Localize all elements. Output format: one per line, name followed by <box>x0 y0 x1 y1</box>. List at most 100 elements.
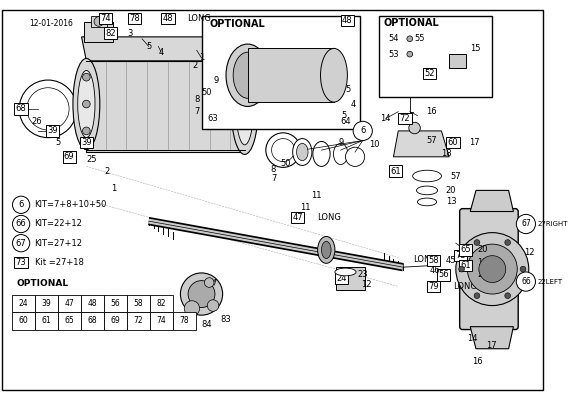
Text: 20: 20 <box>478 270 488 279</box>
Text: 26: 26 <box>31 117 42 126</box>
Text: LONG: LONG <box>412 255 437 264</box>
Bar <box>103 312 127 330</box>
Text: 57: 57 <box>427 136 437 145</box>
Text: Kit =27+18: Kit =27+18 <box>35 258 83 267</box>
Circle shape <box>12 234 30 252</box>
Text: 14: 14 <box>467 334 477 343</box>
Circle shape <box>272 138 295 162</box>
Text: 63: 63 <box>208 114 219 123</box>
Text: 48: 48 <box>162 14 173 23</box>
Ellipse shape <box>293 138 312 166</box>
Text: 68: 68 <box>87 316 97 326</box>
Circle shape <box>12 196 30 214</box>
Text: 61: 61 <box>41 316 51 326</box>
Circle shape <box>520 266 526 272</box>
Text: 65: 65 <box>460 246 471 254</box>
Text: 74: 74 <box>156 316 166 326</box>
Text: 3: 3 <box>127 28 132 38</box>
Circle shape <box>12 215 30 233</box>
Text: 18: 18 <box>441 150 452 158</box>
Text: 39: 39 <box>41 299 51 308</box>
Bar <box>57 295 81 312</box>
Text: 48: 48 <box>87 299 97 308</box>
Bar <box>35 295 57 312</box>
Text: 17: 17 <box>469 138 479 147</box>
Circle shape <box>479 256 506 282</box>
Circle shape <box>19 80 77 138</box>
Polygon shape <box>470 327 513 349</box>
Text: 27RIGHT: 27RIGHT <box>537 221 568 227</box>
Text: 2: 2 <box>105 167 110 176</box>
Circle shape <box>181 273 223 315</box>
Text: 56: 56 <box>438 270 449 279</box>
Text: 54: 54 <box>389 34 399 43</box>
Text: 65: 65 <box>64 316 74 326</box>
Text: 24: 24 <box>18 299 28 308</box>
Ellipse shape <box>320 48 348 102</box>
Text: 83: 83 <box>182 312 193 322</box>
Ellipse shape <box>233 52 262 98</box>
Text: 9: 9 <box>214 76 219 84</box>
Circle shape <box>94 17 103 26</box>
Bar <box>91 16 107 27</box>
Text: 66: 66 <box>521 277 531 286</box>
Bar <box>150 312 173 330</box>
Ellipse shape <box>412 170 441 182</box>
Text: LONG: LONG <box>187 14 211 23</box>
Circle shape <box>184 301 199 316</box>
Text: 20: 20 <box>446 186 456 195</box>
Text: 69: 69 <box>64 152 74 161</box>
Text: 57: 57 <box>450 172 461 180</box>
Text: 19: 19 <box>478 258 488 267</box>
Text: 50: 50 <box>201 88 211 97</box>
Ellipse shape <box>416 186 437 195</box>
Ellipse shape <box>73 58 100 150</box>
Bar <box>336 267 365 290</box>
Text: OPTIONAL: OPTIONAL <box>16 279 68 288</box>
Ellipse shape <box>313 142 330 166</box>
Bar <box>81 312 103 330</box>
Text: 16: 16 <box>473 357 483 366</box>
Text: 50: 50 <box>281 159 291 168</box>
Text: 64: 64 <box>340 117 351 126</box>
Text: 78: 78 <box>129 14 140 23</box>
Text: 12: 12 <box>361 280 372 289</box>
Circle shape <box>82 127 90 135</box>
Polygon shape <box>394 131 449 157</box>
Text: 14: 14 <box>381 114 391 123</box>
Bar <box>202 16 360 129</box>
Text: 39: 39 <box>81 138 91 147</box>
Text: 5: 5 <box>55 138 60 147</box>
Text: 7: 7 <box>194 107 199 116</box>
Text: 53: 53 <box>389 50 399 59</box>
Text: 61: 61 <box>460 261 471 270</box>
Text: 73: 73 <box>456 251 466 260</box>
Text: 73: 73 <box>16 258 27 267</box>
Text: KIT=7+8+10+50: KIT=7+8+10+50 <box>35 200 107 209</box>
Text: 20: 20 <box>478 246 488 254</box>
Text: KIT=22+12: KIT=22+12 <box>35 220 82 228</box>
Circle shape <box>516 272 536 291</box>
Text: 12: 12 <box>524 248 535 257</box>
Text: 7: 7 <box>271 174 276 183</box>
Text: 1: 1 <box>111 184 116 193</box>
Bar <box>57 312 81 330</box>
Bar <box>248 48 334 102</box>
Text: 55: 55 <box>414 34 425 43</box>
Circle shape <box>459 266 465 272</box>
Ellipse shape <box>333 143 348 164</box>
Text: 61: 61 <box>390 167 400 176</box>
Ellipse shape <box>321 241 331 258</box>
Text: 10: 10 <box>369 140 379 149</box>
Text: 79: 79 <box>428 282 439 291</box>
Text: 47: 47 <box>292 213 303 222</box>
Circle shape <box>345 147 365 166</box>
Bar <box>173 312 196 330</box>
Bar <box>150 295 173 312</box>
Circle shape <box>505 240 511 245</box>
Circle shape <box>266 133 300 167</box>
Bar <box>86 61 245 152</box>
Text: 66: 66 <box>16 220 27 228</box>
Text: 6: 6 <box>360 126 365 136</box>
Text: 24: 24 <box>336 274 347 283</box>
